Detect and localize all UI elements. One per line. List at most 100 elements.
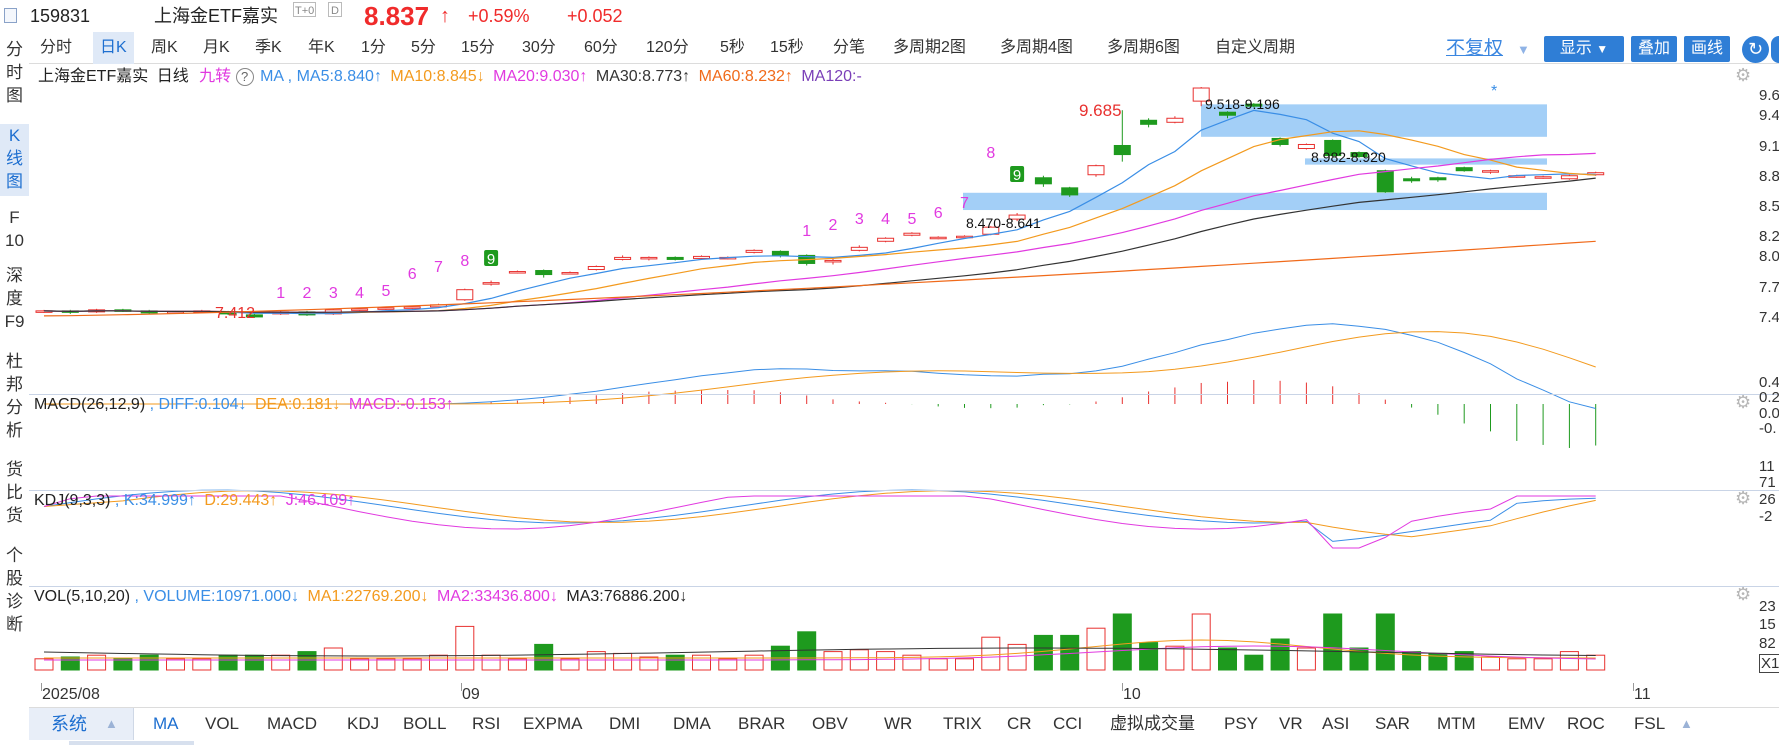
draw-line-button[interactable]: 画线 bbox=[1684, 36, 1730, 62]
candle-body bbox=[1140, 119, 1158, 125]
tab-120min[interactable]: 120分 bbox=[646, 39, 689, 56]
volume-bar bbox=[1033, 634, 1053, 671]
nine-count-a: 5 bbox=[381, 283, 390, 300]
candle-body bbox=[403, 306, 421, 309]
indicator-tab-wr[interactable]: WR bbox=[884, 714, 913, 733]
tab-multi4[interactable]: 多周期4图 bbox=[1000, 39, 1073, 56]
indicator-tab-ma[interactable]: MA bbox=[153, 714, 179, 733]
indicator-tab-cci[interactable]: CCI bbox=[1053, 714, 1083, 733]
nav-dupont[interactable]: 杜邦分析 bbox=[0, 350, 29, 442]
candle-body bbox=[1403, 178, 1421, 182]
indicator-tab-vol[interactable]: VOL bbox=[205, 714, 240, 733]
select-checkbox[interactable] bbox=[4, 8, 17, 23]
volume-panel bbox=[34, 613, 1606, 671]
nav-label: 个股诊断 bbox=[6, 546, 23, 634]
indicator-tab-虚拟成交量[interactable]: 虚拟成交量 bbox=[1110, 714, 1195, 733]
tab-15sec[interactable]: 15秒 bbox=[770, 39, 804, 56]
indicator-tab-obv[interactable]: OBV bbox=[812, 714, 848, 733]
system-tab[interactable]: 系统 ▲ bbox=[29, 708, 134, 740]
tab-monthly[interactable]: 月K bbox=[203, 39, 230, 56]
candle-body bbox=[1534, 176, 1552, 179]
display-button[interactable]: 显示 ▼ bbox=[1544, 36, 1624, 62]
macd-dea: DEA:0.181↓ bbox=[255, 396, 341, 413]
nav-diagnosis[interactable]: 个股诊断 bbox=[0, 544, 29, 636]
zone-label: 8.982-8.920 bbox=[1311, 149, 1386, 165]
indicator-tab-expma[interactable]: EXPMA bbox=[523, 714, 583, 733]
indicator-tab-dmi[interactable]: DMI bbox=[609, 714, 641, 733]
nav-depth-f9[interactable]: 深度 F9 bbox=[0, 264, 29, 336]
ma60-line bbox=[43, 240, 1596, 317]
indicator-tab-dma[interactable]: DMA bbox=[673, 714, 711, 733]
main-settings-gear-icon[interactable]: ⚙ bbox=[1735, 65, 1752, 85]
indicator-tab-cr[interactable]: CR bbox=[1007, 714, 1032, 733]
nav-f10[interactable]: F 10 bbox=[0, 206, 29, 254]
tab-quarterly[interactable]: 季K bbox=[255, 39, 282, 56]
tab-ticks[interactable]: 分笔 bbox=[833, 39, 866, 56]
volume-bar bbox=[1533, 658, 1553, 671]
kdj-d: D:29.443↑ bbox=[204, 492, 278, 509]
indicator-tab-trix[interactable]: TRIX bbox=[943, 714, 982, 733]
tab-daily[interactable]: 日K bbox=[93, 32, 134, 64]
nine-count-b: 6 bbox=[934, 205, 943, 222]
candle-body bbox=[903, 232, 921, 236]
indicator-tab-sar[interactable]: SAR bbox=[1375, 714, 1410, 733]
chevron-up-icon[interactable]: ▲ bbox=[1680, 716, 1693, 731]
indicator-tab-boll[interactable]: BOLL bbox=[403, 714, 447, 733]
volume-bar bbox=[87, 654, 107, 671]
kdj-settings-gear-icon[interactable]: ⚙ bbox=[1735, 488, 1752, 508]
indicator-tab-vr[interactable]: VR bbox=[1279, 714, 1303, 733]
macd-settings-gear-icon[interactable]: ⚙ bbox=[1735, 392, 1752, 412]
tab-15min[interactable]: 15分 bbox=[461, 39, 495, 56]
adjust-dropdown[interactable]: 不复权 bbox=[1446, 38, 1504, 59]
tab-1min[interactable]: 1分 bbox=[361, 39, 386, 56]
volume-bar bbox=[823, 651, 843, 671]
help-icon[interactable]: ? bbox=[235, 68, 254, 86]
tab-multi2[interactable]: 多周期2图 bbox=[893, 39, 966, 56]
indicator-tab-rsi[interactable]: RSI bbox=[472, 714, 501, 733]
indicator-tab-fsl[interactable]: FSL bbox=[1634, 714, 1666, 733]
volume-bar bbox=[1218, 647, 1237, 671]
tab-weekly[interactable]: 周K bbox=[151, 39, 178, 56]
candle-body bbox=[1113, 144, 1131, 156]
nav-intraday[interactable]: 分时图 bbox=[0, 38, 29, 110]
more-button[interactable] bbox=[1771, 36, 1779, 63]
tab-intraday[interactable]: 分时 bbox=[40, 39, 73, 56]
nine-count-a: 9 bbox=[487, 251, 495, 268]
legend-nine-turn[interactable]: 九转 bbox=[199, 68, 232, 85]
volume-bar bbox=[1244, 654, 1264, 671]
indicator-tab-psy[interactable]: PSY bbox=[1224, 714, 1259, 733]
refresh-icon[interactable]: ↻ bbox=[1742, 36, 1769, 63]
candle-body bbox=[1192, 87, 1210, 102]
tab-multi6[interactable]: 多周期6图 bbox=[1107, 39, 1180, 56]
vol-settings-gear-icon[interactable]: ⚙ bbox=[1735, 584, 1752, 604]
indicator-tab-asi[interactable]: ASI bbox=[1322, 714, 1350, 733]
candle-body bbox=[1455, 167, 1473, 172]
indicator-tab-mtm[interactable]: MTM bbox=[1437, 714, 1476, 733]
tab-yearly[interactable]: 年K bbox=[308, 39, 335, 56]
overlay-button[interactable]: 叠加 bbox=[1631, 36, 1677, 62]
candle-body bbox=[640, 256, 658, 260]
candle-body bbox=[561, 272, 579, 275]
indicator-tab-macd[interactable]: MACD bbox=[267, 714, 318, 733]
adjust-chevron-down-icon[interactable]: ▼ bbox=[1517, 42, 1530, 57]
tab-60min[interactable]: 60分 bbox=[584, 39, 618, 56]
indicator-tab-kdj[interactable]: KDJ bbox=[347, 714, 380, 733]
volume-bar bbox=[244, 654, 264, 671]
volume-bar bbox=[1086, 627, 1106, 671]
volume-bar bbox=[1007, 643, 1027, 671]
indicator-tab-emv[interactable]: EMV bbox=[1508, 714, 1545, 733]
indicator-tab-brar[interactable]: BRAR bbox=[738, 714, 786, 733]
tab-5sec[interactable]: 5秒 bbox=[720, 39, 745, 56]
nav-compare[interactable]: 货比货 bbox=[0, 458, 29, 530]
tab-5min[interactable]: 5分 bbox=[411, 39, 436, 56]
candle-body bbox=[614, 256, 632, 260]
candle-body bbox=[587, 265, 605, 271]
kline-chart[interactable]: 1 2 3 4 56 7 8 91 2 3 4 5 67899.6857.4129.518-9.1968… bbox=[29, 64, 1779, 707]
volume-bar bbox=[744, 654, 764, 671]
macd-value: MACD:-0.153↑ bbox=[348, 396, 454, 413]
volume-bar bbox=[955, 658, 974, 671]
tab-custom[interactable]: 自定义周期 bbox=[1215, 39, 1296, 56]
indicator-tab-roc[interactable]: ROC bbox=[1567, 714, 1605, 733]
tab-30min[interactable]: 30分 bbox=[522, 39, 556, 56]
